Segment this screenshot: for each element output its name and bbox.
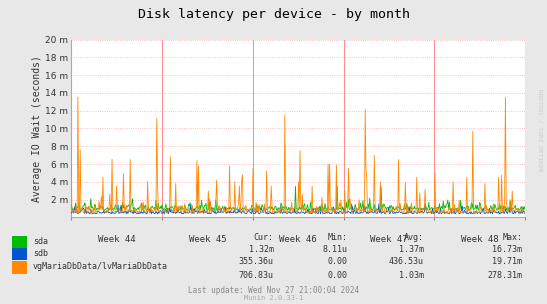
Text: Disk latency per device - by month: Disk latency per device - by month [137,8,410,21]
Text: Avg:: Avg: [404,233,424,242]
Text: 0.00: 0.00 [327,271,347,280]
Text: Week 46: Week 46 [280,235,317,244]
Text: Last update: Wed Nov 27 21:00:04 2024: Last update: Wed Nov 27 21:00:04 2024 [188,286,359,295]
Text: Week 45: Week 45 [189,235,226,244]
Text: RRDTOOL / TOBI OETIKER: RRDTOOL / TOBI OETIKER [538,89,543,172]
Text: Munin 2.0.33-1: Munin 2.0.33-1 [244,295,303,301]
Text: 706.83u: 706.83u [238,271,274,280]
Text: 1.37m: 1.37m [399,245,424,254]
Text: Min:: Min: [327,233,347,242]
Text: Max:: Max: [502,233,522,242]
Text: 16.73m: 16.73m [492,245,522,254]
Text: 8.11u: 8.11u [322,245,347,254]
Text: 1.03m: 1.03m [399,271,424,280]
Text: Week 47: Week 47 [370,235,408,244]
Text: Cur:: Cur: [253,233,274,242]
Text: Week 48: Week 48 [461,235,498,244]
Text: 1.32m: 1.32m [248,245,274,254]
Text: sdb: sdb [33,249,48,258]
Text: vgMariaDbData/lvMariaDbData: vgMariaDbData/lvMariaDbData [33,262,168,271]
Text: 436.53u: 436.53u [389,257,424,266]
Text: 0.00: 0.00 [327,257,347,266]
Text: 19.71m: 19.71m [492,257,522,266]
Text: Week 44: Week 44 [98,235,135,244]
Y-axis label: Average IO Wait (seconds): Average IO Wait (seconds) [32,55,43,202]
Text: 355.36u: 355.36u [238,257,274,266]
Text: 278.31m: 278.31m [487,271,522,280]
Text: sda: sda [33,237,48,246]
